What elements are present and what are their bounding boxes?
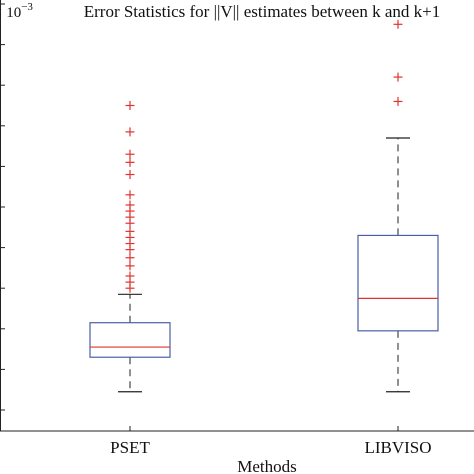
outlier-marker	[393, 96, 403, 106]
svg-text:× 10−3: × 10−3	[0, 1, 33, 21]
exponent-base: × 10	[0, 5, 21, 21]
x-tick-label: PSET	[110, 438, 150, 457]
exponent-power: −3	[21, 1, 33, 13]
outlier-marker	[125, 226, 135, 236]
outlier-marker	[125, 101, 135, 110]
outlier-marker	[125, 170, 135, 180]
box-group	[357, 19, 439, 393]
exponent-label: × 10−3	[0, 1, 33, 21]
x-tick-label: LIBVISO	[364, 438, 431, 457]
x-axis-label: Methods	[237, 457, 297, 474]
boxes	[89, 19, 439, 393]
outlier-marker	[393, 19, 403, 29]
outlier-marker	[125, 149, 135, 159]
outlier-marker	[125, 200, 135, 210]
outlier-marker	[125, 127, 135, 137]
outlier-marker	[125, 253, 135, 263]
chart-title: Error Statistics for ||V|| estimates bet…	[84, 2, 441, 21]
axes: PSET LIBVISO	[0, 0, 474, 457]
box-iqr	[357, 234, 439, 332]
outlier-marker	[393, 72, 403, 82]
outlier-marker	[125, 261, 135, 271]
outlier-marker	[125, 157, 135, 167]
box-group	[89, 101, 171, 393]
outlier-marker	[125, 190, 135, 200]
outlier-marker	[125, 271, 135, 281]
box-iqr	[89, 322, 171, 358]
chart-title-text: Error Statistics for ||V|| estimates bet…	[84, 2, 441, 21]
